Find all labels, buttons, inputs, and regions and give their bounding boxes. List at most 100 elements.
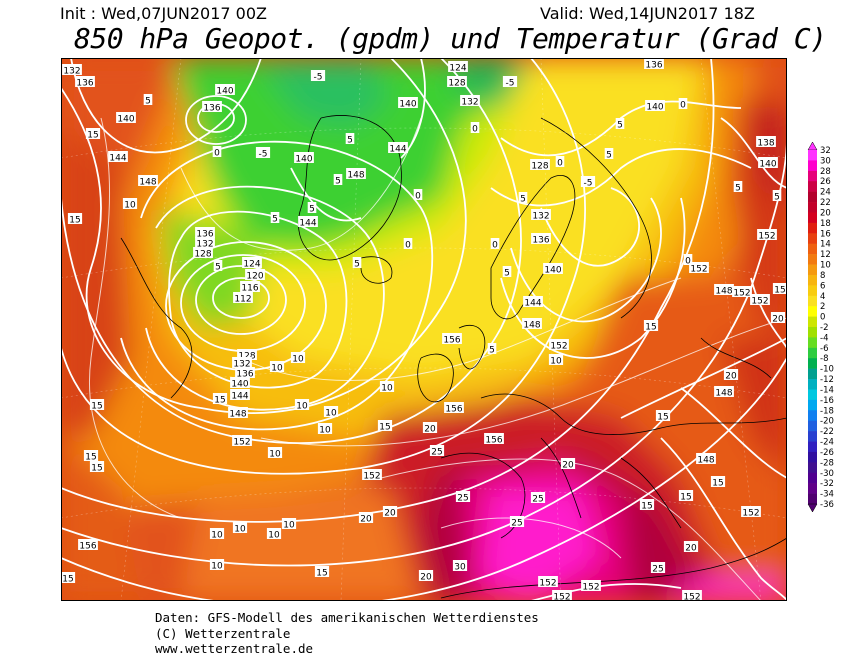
geopotential-label-text: 148: [347, 171, 364, 181]
temperature-label: 5: [487, 343, 497, 356]
colorbar-label: 8: [820, 271, 825, 281]
temperature-label: 5: [143, 94, 153, 107]
geopotential-label-text: 140: [295, 155, 312, 165]
temperature-label: 5: [307, 202, 317, 215]
geopotential-label-text: 136: [76, 79, 93, 89]
colorbar-swatch: [808, 337, 817, 349]
temperature-label-text: 5: [272, 215, 278, 225]
temperature-label-text: 25: [457, 494, 468, 504]
temperature-label: 30: [452, 560, 468, 573]
geopotential-label: 152: [232, 435, 252, 448]
temperature-label: 5: [270, 212, 280, 225]
temperature-label-text: 0: [415, 192, 421, 202]
geopotential-label: 152: [538, 576, 558, 589]
temperature-label-text: 15: [774, 286, 785, 296]
colorbar-label: 4: [820, 292, 825, 302]
geopotential-label: 148: [228, 407, 248, 420]
temperature-label-text: 10: [211, 562, 223, 572]
temperature-label-text: 10: [325, 409, 337, 419]
geopotential-label-text: 148: [697, 456, 714, 466]
geopotential-label-text: 152: [550, 342, 567, 352]
geopotential-label-text: 156: [445, 405, 462, 415]
colorbar-swatch: [808, 431, 817, 442]
geopotential-label: 152: [757, 229, 777, 242]
temperature-label-text: 15: [680, 493, 691, 503]
geopotential-label-text: 128: [194, 250, 211, 260]
geopotential-label: 140: [294, 152, 314, 165]
temperature-label-text: 5: [215, 263, 221, 273]
geopotential-label: 144: [108, 151, 128, 164]
colorbar-swatch: [808, 295, 817, 307]
temperature-label: 15: [61, 572, 76, 585]
temperature-label: 20: [683, 541, 699, 554]
colorbar-swatch: [808, 254, 817, 265]
colorbar-swatch: [808, 399, 817, 411]
temperature-label: 15: [639, 499, 655, 512]
colorbar-label: 26: [820, 177, 831, 187]
geopotential-label: 144: [523, 296, 543, 309]
colorbar-swatch: [808, 274, 817, 286]
colorbar-label: 30: [820, 156, 831, 166]
temperature-label: 25: [509, 516, 525, 529]
temperature-label: 5: [518, 192, 528, 205]
temperature-label-text: 5: [617, 121, 623, 131]
colorbar-label: 0: [820, 313, 825, 323]
colorbar-swatch: [808, 493, 817, 505]
geopotential-label-text: 152: [363, 472, 380, 482]
temperature-label: 10: [269, 361, 285, 374]
colorbar-swatch: [808, 420, 817, 432]
temperature-label: 10: [317, 423, 333, 436]
geopotential-label: 152: [581, 580, 601, 593]
colorbar-swatch: [808, 170, 817, 182]
geopotential-label: 128: [447, 76, 467, 89]
geopotential-label: 138: [756, 136, 776, 149]
temperature-label: 25: [455, 491, 471, 504]
temperature-label: 5: [772, 190, 782, 203]
geopotential-label: 136: [75, 76, 95, 89]
colorbar-swatch: [808, 202, 817, 213]
temperature-label: 0: [490, 238, 500, 251]
colorbar-swatch: [808, 222, 817, 234]
geopotential-label-text: 148: [715, 287, 732, 297]
geopotential-label: 156: [78, 539, 98, 552]
geopotential-label-text: 152: [758, 232, 775, 242]
colorbar-swatch: [808, 150, 817, 161]
geopotential-label: 132: [460, 95, 480, 108]
geopotential-label-text: 148: [523, 321, 540, 331]
colorbar-swatch: [808, 379, 817, 390]
geopotential-label: 120: [245, 269, 265, 282]
temperature-label: 10: [379, 381, 395, 394]
temperature-label: 20: [382, 506, 398, 519]
temperature-label: 5: [604, 148, 614, 161]
geopotential-label: 152: [689, 262, 709, 275]
geopotential-label: 152: [732, 286, 752, 299]
temperature-label-text: 15: [87, 131, 98, 141]
temperature-label-text: 25: [431, 448, 442, 458]
colorbar-swatch: [808, 451, 817, 463]
temperature-label-text: 20: [562, 461, 574, 471]
geopotential-label: 152: [750, 294, 770, 307]
colorbar-label: -36: [820, 500, 834, 510]
temperature-label-text: 10: [269, 450, 281, 460]
temperature-label-text: 0: [405, 241, 411, 251]
geopotential-label: 156: [444, 402, 464, 415]
temperature-label: 20: [723, 369, 739, 382]
temperature-label-text: 20: [384, 509, 396, 519]
temperature-label-text: 15: [645, 323, 656, 333]
geopotential-label-text: 144: [109, 154, 126, 164]
temperature-label: 15: [85, 128, 101, 141]
geopotential-label-text: 156: [443, 336, 460, 346]
geopotential-label-text: 132: [461, 98, 478, 108]
geopotential-label-text: 152: [751, 297, 768, 307]
temperature-label: -5: [580, 176, 596, 189]
colorbar-label: -12: [820, 375, 834, 385]
temperature-colorbar: 32302826242220181614121086420-2-4-6-8-10…: [807, 142, 834, 513]
temperature-label-text: 15: [214, 396, 225, 406]
geopotential-label: 140: [543, 263, 563, 276]
temperature-label-text: 15: [712, 479, 723, 489]
footer-data-source: Daten: GFS-Modell des amerikanischen Wet…: [155, 610, 539, 625]
geopotential-label: 152: [552, 590, 572, 601]
colorbar-swatch: [808, 160, 817, 172]
temperature-label-text: 15: [69, 216, 80, 226]
temperature-label: 0: [470, 122, 480, 135]
